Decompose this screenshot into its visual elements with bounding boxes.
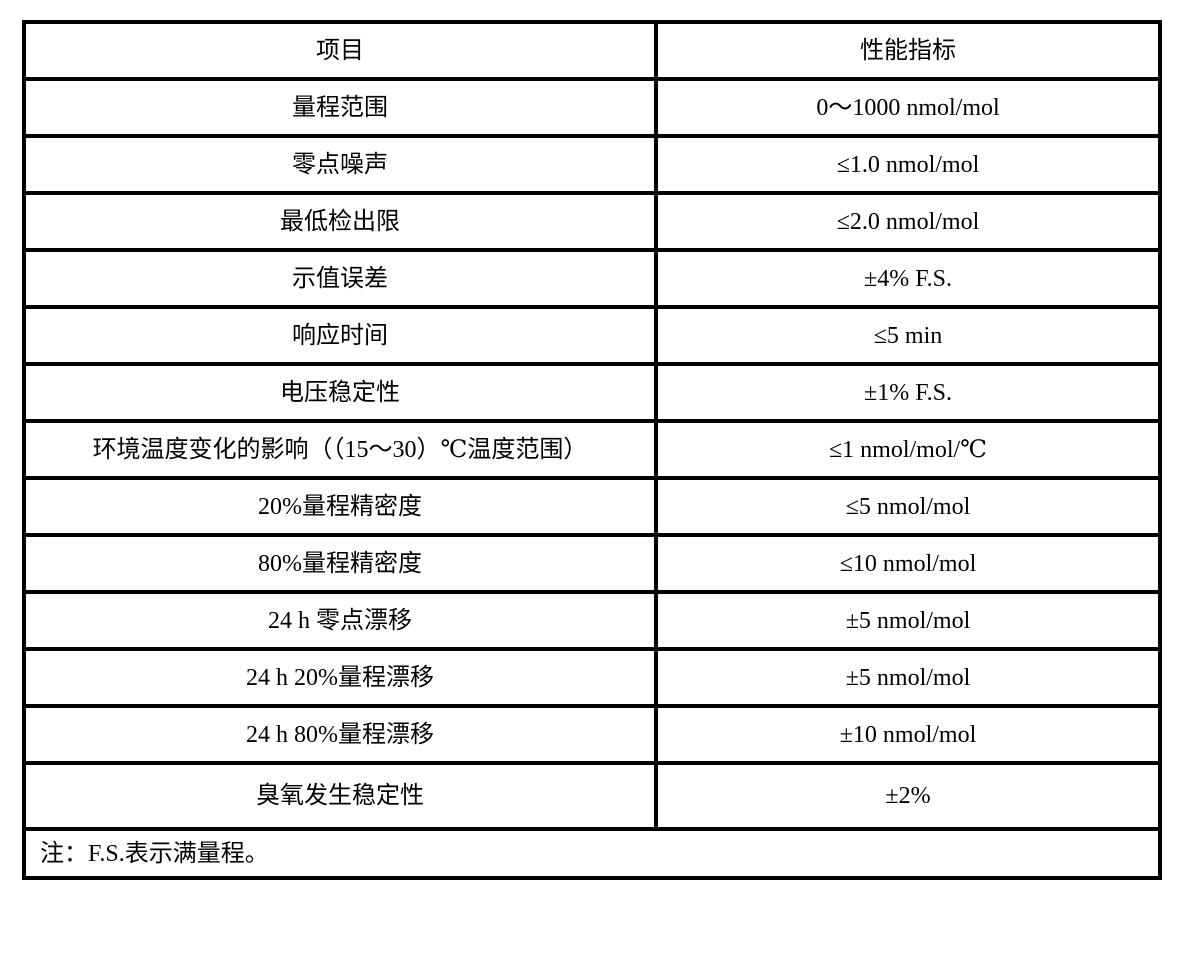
value-cell: ≤2.0 nmol/mol <box>654 191 1162 252</box>
item-cell: 24 h 零点漂移 <box>22 590 658 651</box>
value-cell: ±5 nmol/mol <box>654 590 1162 651</box>
header-row: 项目 性能指标 <box>22 20 1162 81</box>
value-cell: ±2% <box>654 761 1162 831</box>
table-row: 零点噪声 ≤1.0 nmol/mol <box>22 134 1162 195</box>
item-cell: 24 h 20%量程漂移 <box>22 647 658 708</box>
table-row: 臭氧发生稳定性 ±2% <box>22 761 1162 831</box>
item-cell: 电压稳定性 <box>22 362 658 423</box>
value-cell: ±4% F.S. <box>654 248 1162 309</box>
item-cell: 示值误差 <box>22 248 658 309</box>
table-row: 响应时间 ≤5 min <box>22 305 1162 366</box>
table-row: 20%量程精密度 ≤5 nmol/mol <box>22 476 1162 537</box>
value-cell: ≤1 nmol/mol/℃ <box>654 419 1162 480</box>
value-cell: ±10 nmol/mol <box>654 704 1162 765</box>
table-row: 环境温度变化的影响（（15～30）℃温度范围） ≤1 nmol/mol/℃ <box>22 419 1162 480</box>
column-header-item: 项目 <box>22 20 658 81</box>
item-cell: 24 h 80%量程漂移 <box>22 704 658 765</box>
table-row: 电压稳定性 ±1% F.S. <box>22 362 1162 423</box>
column-header-spec: 性能指标 <box>654 20 1162 81</box>
value-cell: ≤1.0 nmol/mol <box>654 134 1162 195</box>
performance-spec-table: 项目 性能指标 量程范围 0～1000 nmol/mol 零点噪声 ≤1.0 n… <box>22 20 1162 880</box>
table-row: 示值误差 ±4% F.S. <box>22 248 1162 309</box>
table-row: 最低检出限 ≤2.0 nmol/mol <box>22 191 1162 252</box>
item-cell: 最低检出限 <box>22 191 658 252</box>
table-row: 24 h 80%量程漂移 ±10 nmol/mol <box>22 704 1162 765</box>
item-cell: 零点噪声 <box>22 134 658 195</box>
note-row: 注：F.S.表示满量程。 <box>22 827 1162 880</box>
item-cell: 20%量程精密度 <box>22 476 658 537</box>
table-note: 注：F.S.表示满量程。 <box>22 827 1162 880</box>
value-cell: ≤5 min <box>654 305 1162 366</box>
item-cell: 环境温度变化的影响（（15～30）℃温度范围） <box>22 419 658 480</box>
value-cell: ±1% F.S. <box>654 362 1162 423</box>
value-cell: 0～1000 nmol/mol <box>654 77 1162 138</box>
item-cell: 80%量程精密度 <box>22 533 658 594</box>
value-cell: ≤5 nmol/mol <box>654 476 1162 537</box>
table-row: 24 h 20%量程漂移 ±5 nmol/mol <box>22 647 1162 708</box>
table-row: 80%量程精密度 ≤10 nmol/mol <box>22 533 1162 594</box>
value-cell: ≤10 nmol/mol <box>654 533 1162 594</box>
item-cell: 响应时间 <box>22 305 658 366</box>
table-row: 24 h 零点漂移 ±5 nmol/mol <box>22 590 1162 651</box>
item-cell: 量程范围 <box>22 77 658 138</box>
table-row: 量程范围 0～1000 nmol/mol <box>22 77 1162 138</box>
item-cell: 臭氧发生稳定性 <box>22 761 658 831</box>
value-cell: ±5 nmol/mol <box>654 647 1162 708</box>
